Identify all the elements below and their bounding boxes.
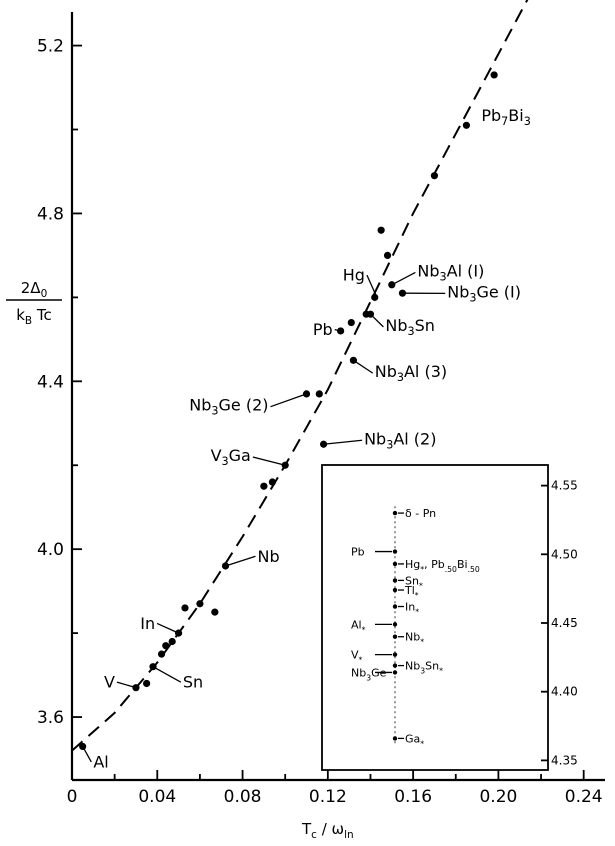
label-leader-line	[116, 681, 137, 689]
inset-panel: 4.35 4.40 4.45 4.50 4.55 δ - Pn Pb Hg*​, Pb.50​…	[321, 464, 578, 771]
inset-tick-label: 4.35	[551, 753, 578, 767]
data-point	[162, 642, 170, 650]
point-label: Nb3​Ge (2)	[189, 396, 268, 418]
point-label: V3​Ga	[211, 446, 251, 468]
x-axis-title: Tc​ / ωln​	[301, 820, 354, 841]
data-point	[268, 478, 277, 486]
inset-point	[392, 663, 398, 668]
inset-point	[392, 622, 398, 627]
inset-label: Al*​	[351, 618, 366, 634]
data-point	[211, 608, 219, 616]
label-leader-line	[252, 456, 286, 466]
x-tick-label: 0.16	[394, 787, 432, 807]
inset-label: Nb*​	[405, 631, 424, 647]
data-point	[196, 600, 204, 608]
label-leader-line	[152, 666, 182, 683]
point-label: Nb3​Sn	[385, 316, 435, 338]
data-point	[398, 289, 407, 297]
y-tick-label: 4.0	[37, 540, 64, 560]
point-label: Pb7​Bi3​	[481, 106, 530, 128]
x-tick-label: 0.08	[224, 787, 262, 807]
data-point	[347, 318, 355, 327]
x-tick-label: 0.12	[309, 787, 347, 807]
data-point	[377, 226, 385, 234]
x-tick-label: 0.20	[479, 787, 517, 807]
point-label: Pb	[313, 320, 333, 339]
inset-label: In*​	[405, 601, 419, 617]
inset-point	[392, 652, 398, 657]
y-tick-label: 3.6	[37, 708, 64, 728]
y-tick-label: 5.2	[37, 37, 64, 57]
inset-point	[392, 510, 398, 516]
inset-point	[392, 561, 398, 567]
label-leader-line	[334, 329, 341, 332]
inset-label: Ga*​	[405, 732, 424, 748]
inset-tick-label: 4.55	[551, 479, 578, 493]
data-point	[143, 679, 151, 688]
x-tick-label: 0.24	[565, 787, 603, 807]
y-axis-title-denominator: kB​ Tc	[16, 306, 52, 327]
inset-point	[392, 578, 398, 583]
label-leader-line	[353, 359, 374, 374]
data-point	[462, 121, 471, 129]
data-point	[157, 650, 166, 658]
axes-layer: 3.6 4.0 4.4 4.8 5.2 0 0.04 0.08 0.12 0.16 0.20 0.24…	[6, 12, 605, 841]
x-tick-label: 0	[67, 787, 78, 807]
point-label: Nb3​Al (I)	[417, 261, 484, 283]
data-point	[490, 71, 498, 79]
inset-label: Pb	[351, 546, 365, 559]
inset-point	[392, 587, 398, 593]
label-leader-line	[156, 622, 179, 634]
data-point	[315, 390, 323, 398]
label-leader-line	[370, 313, 384, 328]
inset-point	[392, 634, 398, 639]
inset-label: Hg*​, Pb.50​Bi.50​	[405, 558, 480, 574]
point-label: Hg	[343, 266, 365, 285]
point-label: Al	[93, 752, 108, 771]
point-label: In	[140, 614, 155, 633]
data-point	[168, 637, 176, 646]
inset-point	[392, 736, 398, 741]
label-leader-line	[391, 271, 416, 286]
data-point	[181, 604, 189, 612]
point-label: Nb	[257, 547, 279, 566]
inset-label: Tl*​	[404, 584, 419, 600]
point-label: Nb3​Al (2)	[364, 429, 436, 451]
inset-label: Nb3​Sn*​	[405, 660, 443, 676]
inset-label: V*​	[351, 649, 363, 665]
point-label: Nb3​Al (3)	[375, 362, 447, 384]
data-point	[260, 482, 268, 490]
label-leader-line	[323, 439, 363, 445]
data-point	[371, 293, 379, 301]
label-leader-line	[225, 555, 256, 567]
inset-frame	[321, 464, 549, 771]
inset-point	[392, 549, 398, 554]
data-point	[383, 251, 392, 260]
inset-label: Sn*​	[405, 574, 423, 590]
inset-tick-label: 4.45	[551, 616, 578, 630]
x-tick-label: 0.04	[138, 787, 176, 807]
fit-curve-layer	[71, 0, 529, 752]
point-label: Nb3​Ge (I)	[447, 282, 521, 304]
inset-point	[392, 670, 398, 675]
label-leader-line	[270, 393, 307, 408]
label-leader-line	[82, 746, 92, 763]
y-axis-title-numerator: 2Δ0​	[21, 279, 48, 300]
inset-tick-label: 4.40	[551, 685, 578, 699]
point-labels-layer: Pb7​Bi3​ Hg Nb3​Al (I)Nb3​Ge (I) Pb Nb3​Sn Nb…	[82, 106, 531, 771]
data-point	[430, 172, 439, 180]
point-label: Sn	[183, 673, 203, 692]
data-point	[221, 562, 230, 570]
fit-curve	[71, 0, 529, 752]
y-tick-label: 4.4	[37, 372, 64, 392]
inset-label: δ - Pn	[405, 507, 436, 520]
inset-tick-label: 4.50	[551, 547, 578, 561]
y-tick-label: 4.8	[37, 204, 64, 224]
label-leader-line	[366, 274, 378, 298]
inset-point	[392, 604, 398, 609]
point-label: V	[104, 673, 115, 692]
